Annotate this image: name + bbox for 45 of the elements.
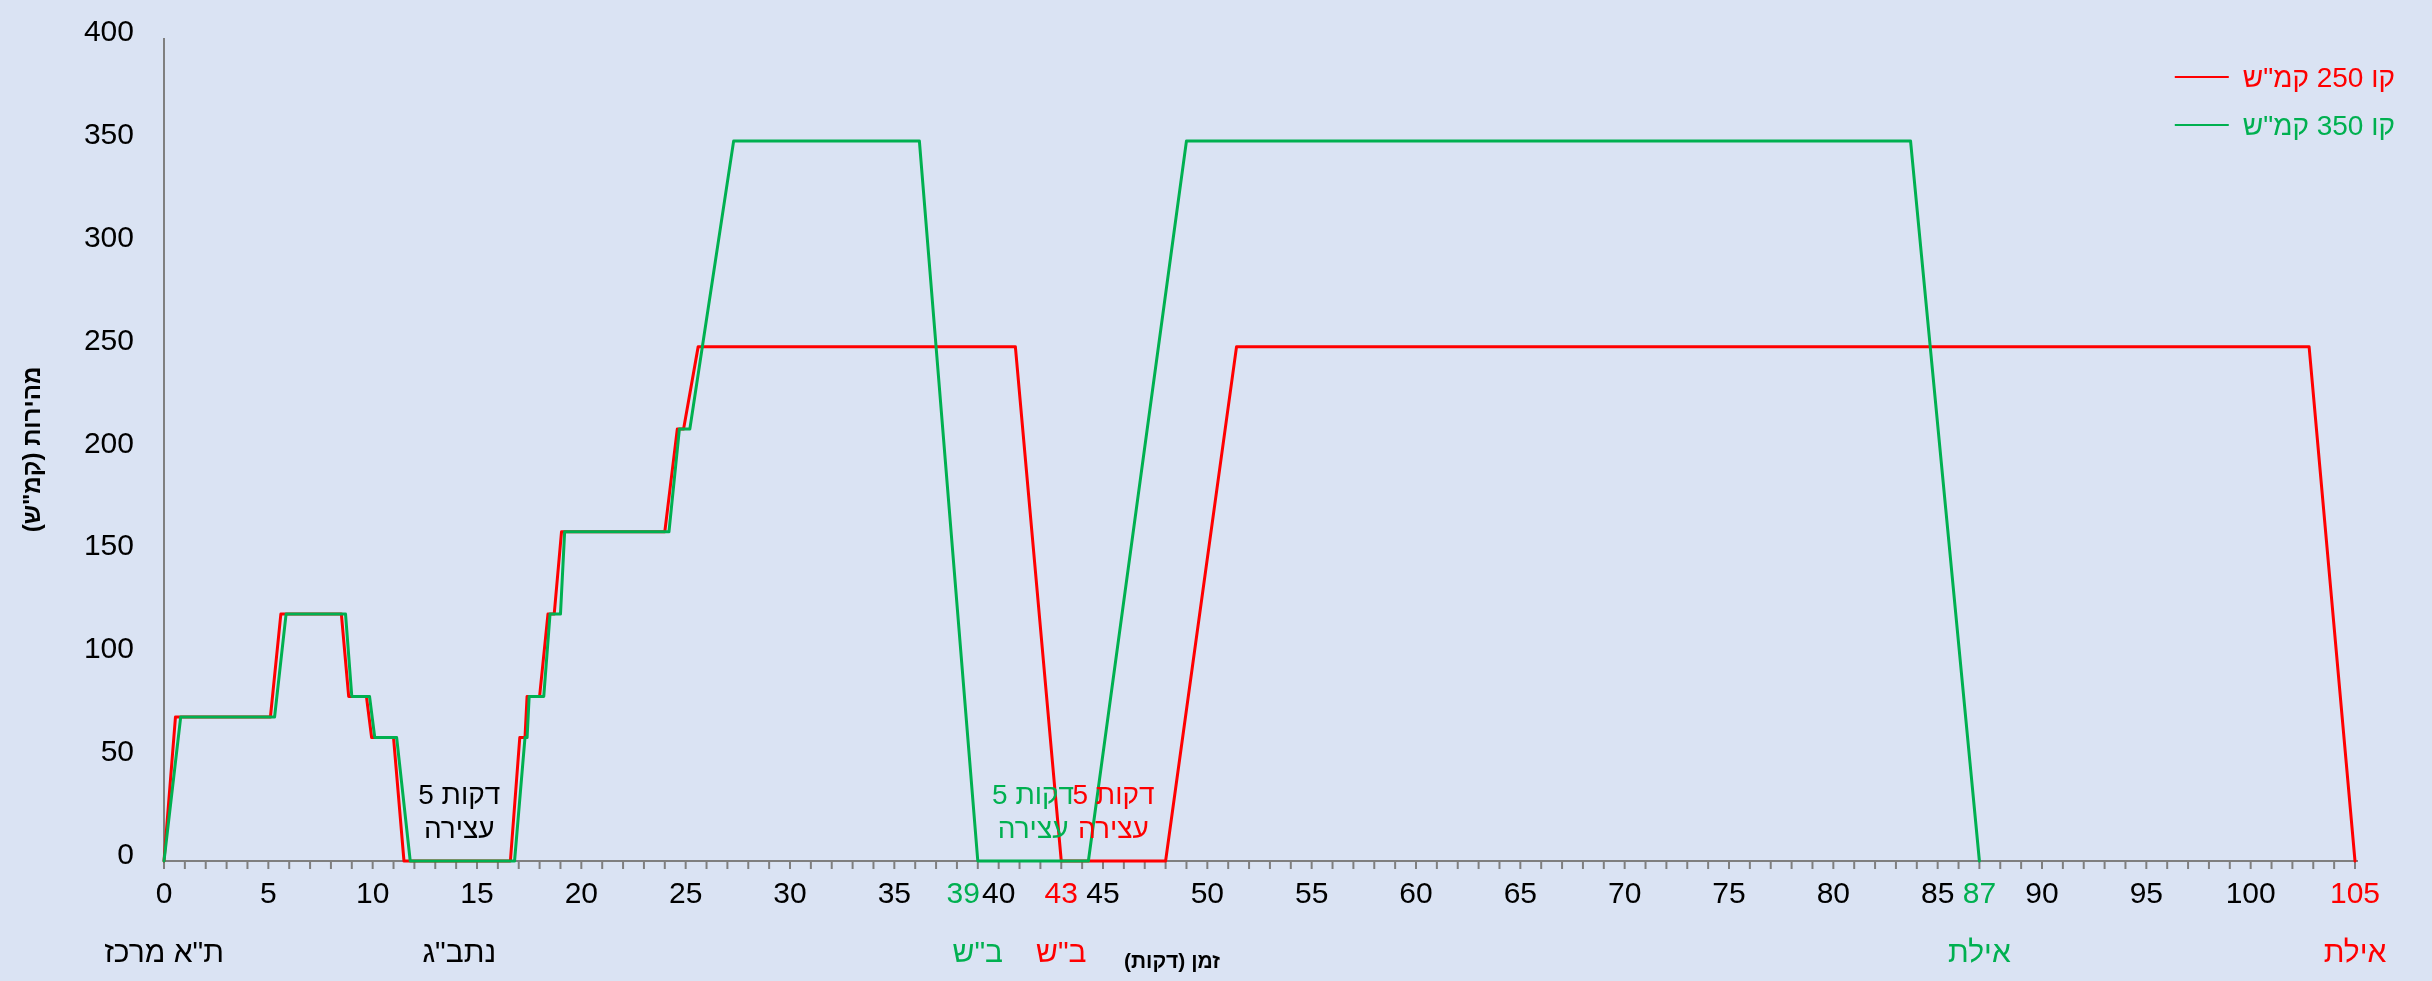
x-tick-label: 5 <box>259 876 277 909</box>
annotation: ב"ש <box>952 934 1004 968</box>
x-tick-label: 20 <box>564 876 599 909</box>
y-tick-label: 400 <box>83 14 134 47</box>
y-tick-label: 250 <box>83 322 134 356</box>
x-tick-label: 75 <box>1712 876 1746 909</box>
x-tick-label: 80 <box>1816 876 1851 909</box>
y-tick-label: 50 <box>100 734 134 768</box>
x-tick-label: 105 <box>2329 876 2381 909</box>
x-tick-label: 87 <box>1962 876 1997 909</box>
x-tick-label: 15 <box>460 876 494 909</box>
y-tick-label: 300 <box>83 219 134 253</box>
y-tick-label: 0 <box>117 837 134 870</box>
y-tick-label: 150 <box>83 528 134 562</box>
y-axis-title: מהירות (קמ"ש) <box>18 366 45 533</box>
x-tick-label: 85 <box>1920 876 1955 909</box>
x-tick-label: 43 <box>1044 876 1078 909</box>
annotation: אילת <box>2323 934 2387 968</box>
x-tick-label: 100 <box>2225 876 2276 909</box>
annotation: ב"ש <box>1036 934 1087 968</box>
x-tick-label: 90 <box>2025 876 2059 909</box>
x-tick-label: 30 <box>773 876 807 909</box>
x-tick-label: 60 <box>1399 876 1433 909</box>
x-axis-title: זמן (דקות) <box>1123 949 1221 972</box>
annotation: ת"א מרכז <box>104 934 224 968</box>
x-tick-label: 45 <box>1086 876 1120 909</box>
x-tick-label: 55 <box>1294 876 1329 909</box>
x-tick-label: 0 <box>155 876 173 909</box>
x-tick-label: 70 <box>1607 876 1642 909</box>
x-tick-label: 65 <box>1503 876 1538 909</box>
x-tick-label: 40 <box>981 876 1016 909</box>
x-tick-label: 10 <box>355 876 390 909</box>
annotation: אילת <box>1948 934 2011 968</box>
text: נתב"ג <box>422 934 497 968</box>
y-tick-label: 200 <box>83 425 134 459</box>
x-tick-label: 50 <box>1190 876 1225 909</box>
x-tick-label: 39 <box>946 876 980 909</box>
y-tick-label: 350 <box>83 116 134 150</box>
x-tick-label: 95 <box>2129 876 2164 909</box>
y-tick-label: 100 <box>83 631 134 665</box>
annotation: 5 דקות עצירה <box>418 778 501 844</box>
legend-label: קו 250 קמ"ש <box>2242 62 2395 93</box>
legend-label: קו 350 קמ"ש <box>2242 110 2395 141</box>
x-tick-label: 25 <box>668 876 703 909</box>
x-tick-label: 35 <box>877 876 912 909</box>
